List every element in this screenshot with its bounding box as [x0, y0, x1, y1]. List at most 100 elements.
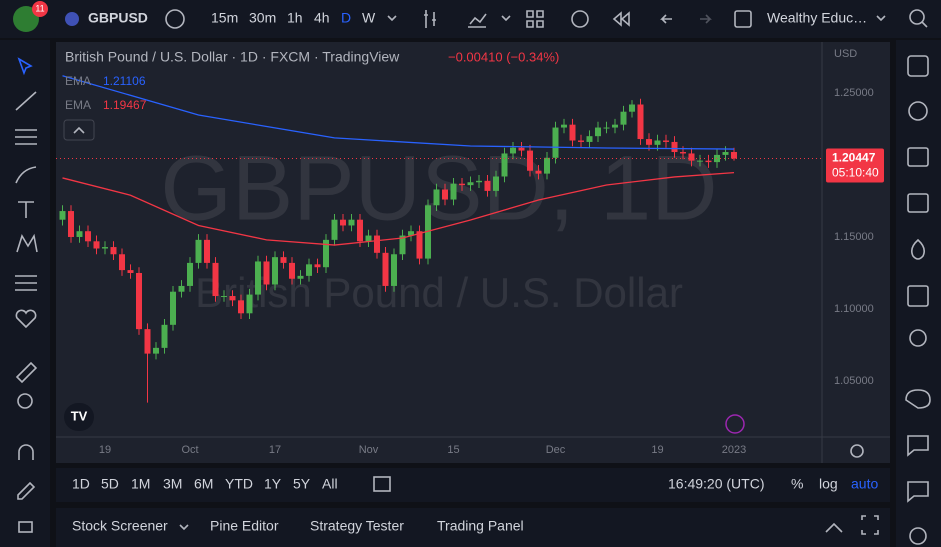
prediction-tool[interactable] — [15, 275, 37, 291]
lock[interactable] — [18, 521, 33, 533]
candle-body — [442, 189, 448, 200]
candle-body — [212, 262, 219, 297]
range-button[interactable]: 3M — [163, 476, 182, 492]
text-tool[interactable] — [18, 201, 34, 218]
layouts[interactable] — [526, 10, 544, 28]
interval[interactable]: W — [362, 10, 376, 26]
dropdown[interactable] — [179, 524, 189, 531]
ideas[interactable] — [909, 329, 927, 347]
events-icon[interactable] — [725, 414, 745, 434]
log-toggle[interactable]: log — [819, 476, 838, 492]
tv-logo[interactable] — [64, 403, 94, 431]
interval[interactable]: 15m — [211, 10, 238, 26]
collapse-legend[interactable] — [63, 119, 95, 141]
auto-toggle[interactable]: auto — [851, 476, 878, 492]
candle-body — [705, 160, 712, 163]
avatar[interactable] — [13, 6, 39, 32]
interval-active[interactable]: D — [341, 10, 351, 26]
ruler[interactable] — [15, 361, 38, 384]
indicators[interactable] — [468, 13, 487, 28]
alerts[interactable] — [908, 101, 928, 121]
streams[interactable] — [905, 389, 931, 409]
candle-body — [425, 205, 431, 259]
panel-tab[interactable]: Strategy Tester — [310, 518, 404, 534]
y-tick-label: 1.05000 — [834, 375, 874, 387]
price-badge — [826, 148, 884, 183]
range-button[interactable]: 1M — [131, 476, 150, 492]
candle-body — [603, 127, 610, 129]
zoom[interactable] — [17, 393, 33, 409]
y-tick-label: 1.25000 — [834, 87, 874, 99]
maximize-panel[interactable] — [825, 522, 843, 533]
undo[interactable] — [660, 14, 672, 24]
symbol[interactable]: GBPUSD — [88, 10, 148, 26]
dropdown[interactable] — [501, 15, 511, 22]
percent-toggle[interactable]: % — [791, 476, 803, 492]
candle-body — [170, 291, 176, 325]
chats[interactable] — [907, 435, 929, 457]
legend-value: 1.21106 — [103, 74, 146, 88]
panel-tab[interactable]: Stock Screener — [72, 518, 168, 534]
range-button[interactable]: 5Y — [293, 476, 311, 492]
x-tick-label: 19 — [651, 444, 663, 456]
trend-line-tool[interactable] — [15, 91, 37, 111]
calendar[interactable] — [907, 285, 929, 307]
settings[interactable] — [850, 444, 864, 458]
candle-body — [688, 153, 695, 161]
range-button[interactable]: All — [322, 476, 338, 492]
interval[interactable]: 1h — [287, 10, 303, 26]
layout-name[interactable]: Wealthy Educ… — [767, 10, 867, 26]
dropdown[interactable] — [387, 15, 397, 22]
messages[interactable] — [907, 481, 929, 503]
y-tick-label: 1.15000 — [834, 231, 874, 243]
redo[interactable] — [700, 14, 712, 24]
help[interactable] — [909, 527, 927, 545]
range-button[interactable]: YTD — [225, 476, 253, 492]
candle-body — [552, 127, 559, 158]
candle-body — [637, 104, 644, 140]
interval[interactable]: 4h — [314, 10, 330, 26]
range-button[interactable]: 1D — [72, 476, 90, 492]
range-button[interactable]: 5D — [101, 476, 119, 492]
fullscreen[interactable] — [734, 10, 752, 28]
trending[interactable] — [911, 238, 925, 260]
date-range[interactable] — [373, 476, 391, 492]
candle-body — [85, 231, 91, 242]
cursor-tool[interactable] — [17, 57, 33, 76]
range-button[interactable]: 6M — [194, 476, 213, 492]
candle-body — [527, 150, 533, 171]
chart-type[interactable] — [424, 10, 436, 28]
brush-tool[interactable] — [15, 166, 37, 184]
candle-body — [314, 264, 321, 268]
candle-body — [76, 231, 83, 237]
add-symbol[interactable] — [165, 9, 185, 29]
clock[interactable]: 16:49:20 (UTC) — [668, 476, 764, 492]
replay[interactable] — [612, 11, 630, 27]
panel-tab[interactable]: Pine Editor — [210, 518, 279, 534]
tab-list: Stock Screener Pine Editor Strategy Tester… — [72, 518, 524, 534]
watchlist[interactable] — [907, 55, 929, 77]
currency[interactable]: USD — [834, 48, 857, 60]
candle-body — [280, 257, 287, 263]
dropdown[interactable] — [876, 15, 886, 22]
icon-tool[interactable] — [15, 309, 37, 329]
x-tick-label: 17 — [269, 444, 281, 456]
candle-body — [535, 170, 542, 174]
pattern-tool[interactable] — [16, 233, 38, 253]
fullscreen-panel[interactable] — [861, 515, 879, 535]
candle-body — [153, 347, 159, 354]
plot-area[interactable] — [56, 42, 822, 437]
magnet[interactable] — [18, 444, 34, 460]
candle-body — [501, 153, 508, 177]
search[interactable] — [909, 9, 925, 25]
panel-tab[interactable]: Trading Panel — [437, 518, 524, 534]
candle-body — [365, 235, 372, 242]
fib-tool[interactable] — [15, 129, 37, 145]
lock-drawings[interactable] — [17, 481, 36, 500]
hotlists[interactable] — [907, 193, 929, 213]
interval[interactable]: 30m — [249, 10, 276, 26]
alert[interactable] — [571, 10, 589, 28]
news[interactable] — [907, 147, 929, 167]
range-button[interactable]: 1Y — [264, 476, 282, 492]
